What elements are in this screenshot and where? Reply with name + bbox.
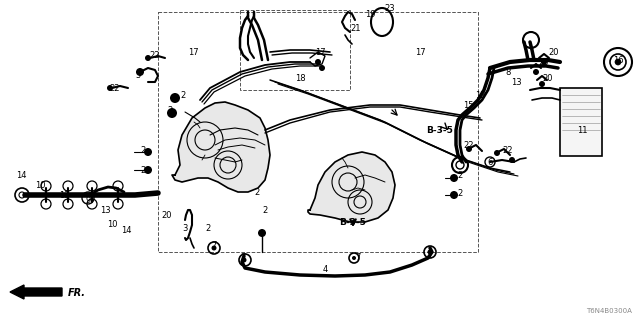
Text: 14: 14 (121, 226, 131, 235)
Text: 12: 12 (475, 91, 485, 100)
Circle shape (541, 59, 547, 65)
Circle shape (107, 85, 113, 91)
Circle shape (450, 191, 458, 199)
Text: 7: 7 (240, 253, 246, 262)
Text: 20: 20 (543, 74, 553, 83)
Text: 20: 20 (162, 211, 172, 220)
Text: B-3-5: B-3-5 (427, 125, 453, 134)
Text: 20: 20 (539, 58, 549, 67)
Circle shape (241, 258, 246, 262)
Text: 11: 11 (577, 125, 588, 134)
Text: 17: 17 (415, 47, 426, 57)
Text: 17: 17 (188, 47, 198, 57)
Text: 7: 7 (211, 241, 217, 250)
Text: 2: 2 (168, 106, 173, 115)
Circle shape (319, 65, 325, 71)
Text: 13: 13 (511, 77, 522, 86)
Text: FR.: FR. (68, 288, 86, 298)
Text: 14: 14 (16, 171, 26, 180)
Text: 2: 2 (140, 165, 146, 174)
Text: 22: 22 (109, 84, 120, 92)
Text: 7: 7 (428, 251, 433, 260)
Circle shape (258, 229, 266, 237)
Text: 2: 2 (140, 146, 146, 155)
Text: 2: 2 (458, 171, 463, 180)
Text: 9: 9 (85, 196, 91, 204)
Text: 22: 22 (464, 140, 474, 149)
Text: 2: 2 (205, 223, 211, 233)
Bar (560, 88, 602, 156)
FancyArrow shape (10, 285, 62, 299)
Circle shape (494, 150, 500, 156)
Circle shape (145, 55, 151, 61)
Circle shape (170, 93, 180, 103)
Circle shape (509, 157, 515, 163)
Circle shape (167, 108, 177, 118)
Circle shape (144, 166, 152, 174)
Text: B-3-5: B-3-5 (340, 218, 367, 227)
Text: 17: 17 (315, 47, 325, 57)
Text: 2: 2 (458, 188, 463, 197)
Text: 13: 13 (59, 190, 69, 199)
Circle shape (315, 59, 321, 65)
Text: 22: 22 (503, 146, 513, 155)
Text: 20: 20 (548, 47, 559, 57)
Text: 2: 2 (262, 205, 268, 214)
Circle shape (144, 148, 152, 156)
Text: T6N4B0300A: T6N4B0300A (586, 308, 632, 314)
Text: 5: 5 (136, 70, 141, 79)
Text: 10: 10 (107, 220, 117, 228)
Text: 19: 19 (365, 10, 375, 19)
Circle shape (136, 68, 144, 76)
Bar (240, 10, 350, 90)
Circle shape (466, 146, 472, 152)
Circle shape (615, 59, 621, 65)
Text: 6: 6 (487, 157, 493, 166)
Polygon shape (172, 102, 270, 192)
Polygon shape (308, 152, 395, 222)
Bar (158, 12, 478, 252)
Text: 18: 18 (294, 74, 305, 83)
Text: 4: 4 (323, 266, 328, 275)
Circle shape (428, 250, 433, 254)
Text: 2: 2 (180, 91, 186, 100)
Text: 21: 21 (351, 23, 361, 33)
Text: 22: 22 (150, 51, 160, 60)
Circle shape (352, 256, 356, 260)
Text: 13: 13 (100, 205, 110, 214)
Text: 3: 3 (182, 223, 188, 233)
Circle shape (533, 69, 539, 75)
Text: 8: 8 (506, 68, 511, 76)
Circle shape (539, 81, 545, 87)
Circle shape (450, 174, 458, 182)
Text: 2: 2 (254, 188, 260, 196)
Text: 16: 16 (612, 55, 623, 65)
Circle shape (211, 245, 216, 251)
Text: 23: 23 (385, 4, 396, 12)
Text: 15: 15 (463, 100, 473, 109)
Text: 10: 10 (35, 180, 45, 189)
Text: 7: 7 (355, 253, 361, 262)
